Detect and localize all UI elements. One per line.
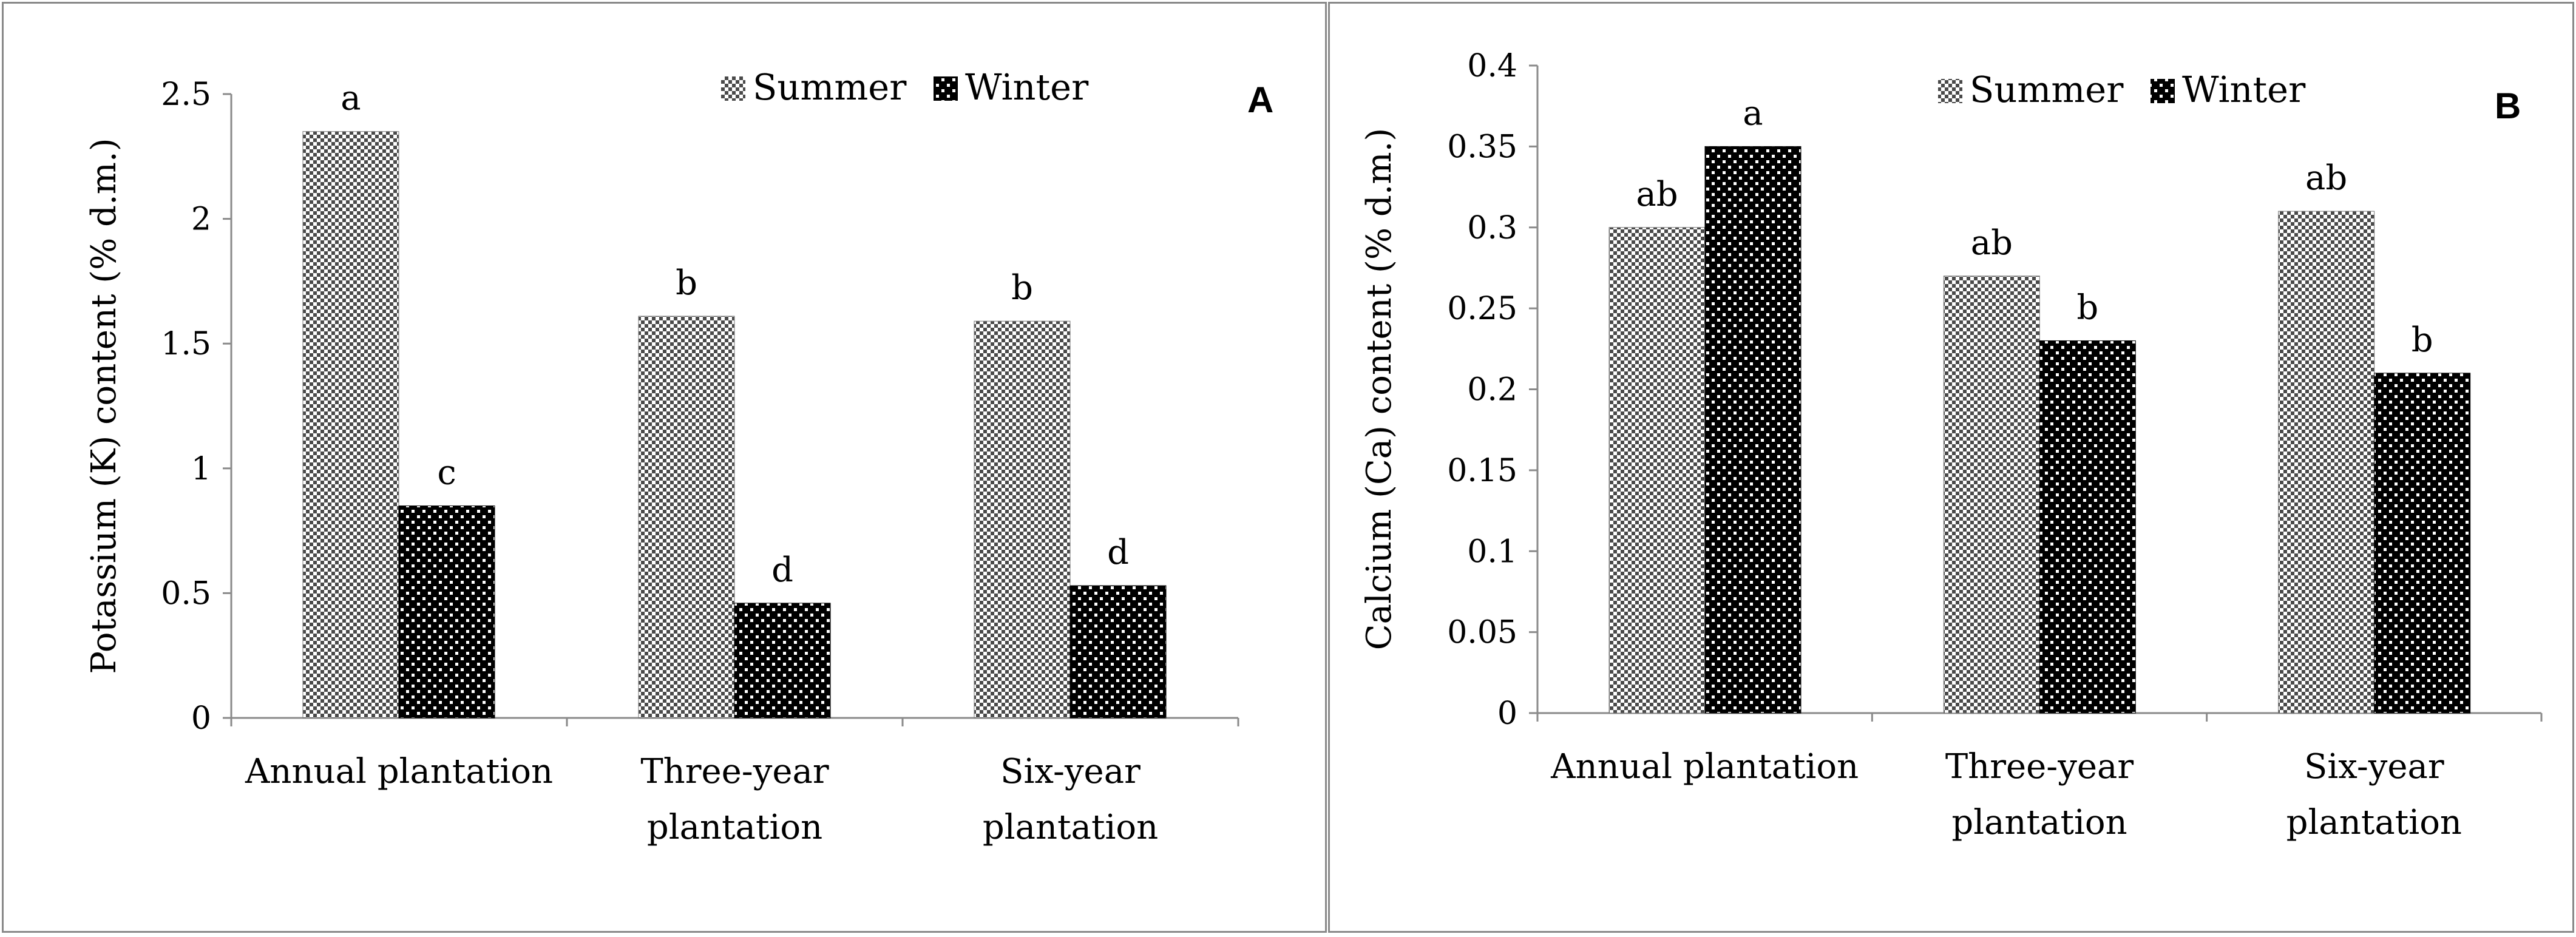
chart-a-x-tick-label: Annual plantation (245, 752, 553, 791)
chart-a-x-tick-label: Six-year (1000, 752, 1141, 791)
chart-b-significance-letter: ab (1971, 223, 2013, 263)
chart-a-panel-letter: A (1247, 79, 1273, 120)
chart-a-bar-winter (1069, 585, 1167, 719)
chart-a-y-tick-label: 1.5 (161, 326, 211, 362)
chart-a-bar-summer (974, 320, 1071, 719)
chart-b-x-tick-label: Six-year (2304, 747, 2444, 786)
chart-a-x-tick-label: Three-year (640, 752, 829, 791)
chart-b-bar-winter (1704, 146, 1802, 714)
chart-b-y-tick-label: 0.15 (1447, 453, 1517, 489)
chart-b-panel-letter: B (2495, 86, 2521, 126)
chart-a-x-tick-label: plantation (647, 808, 822, 847)
chart-b-bar-winter (2039, 340, 2136, 714)
chart-b-bar-winter (2374, 373, 2471, 714)
chart-a-significance-letter: d (1107, 533, 1129, 572)
chart-b-significance-letter: a (1743, 93, 1763, 133)
chart-b-y-tick-label: 0.1 (1467, 533, 1517, 570)
chart-a-significance-letter: a (341, 79, 361, 118)
chart-a-bar-summer (638, 316, 735, 719)
chart-a-y-tick-label: 2.5 (161, 76, 211, 113)
chart-a-bar-summer (302, 131, 399, 719)
chart-b-bar-summer (2278, 211, 2375, 714)
chart-b-significance-letter: ab (2305, 158, 2347, 198)
chart-a-y-tick-label: 0.5 (161, 575, 211, 612)
chart-b-y-tick-label: 0.25 (1447, 291, 1517, 327)
chart-b-y-axis-title: Calcium (Ca) content (% d.m.) (1360, 128, 1399, 651)
chart-b-bar-summer (1608, 227, 1706, 714)
chart-a-y-tick-label: 2 (191, 201, 211, 238)
chart-b-x-tick-label: plantation (2286, 803, 2462, 842)
chart-a-legend-label-summer: Summer (753, 66, 907, 108)
chart-a-y-tick-label: 1 (191, 451, 211, 487)
chart-b-y-tick-label: 0.05 (1447, 615, 1517, 651)
chart-b-y-tick-label: 0.3 (1467, 210, 1517, 246)
chart-a-y-tick-label: 0 (191, 700, 211, 737)
chart-b-legend-label-winter: Winter (2182, 69, 2306, 110)
chart-b-y-tick-label: 0 (1497, 695, 1517, 732)
chart-b-legend-swatch-winter (2151, 79, 2175, 103)
chart-b-significance-letter: b (2412, 320, 2433, 360)
chart-a-significance-letter: c (437, 453, 456, 492)
chart-a-y-axis-title: Potassium (K) content (% d.m.) (84, 138, 124, 674)
chart-b-y-tick-label: 0.4 (1467, 48, 1517, 84)
chart-b-legend-swatch-summer (1938, 79, 1962, 103)
chart-b-significance-letter: b (2076, 288, 2098, 327)
chart-a-x-tick-label: plantation (983, 808, 1158, 847)
chart-b-legend-label-summer: Summer (1970, 69, 2124, 110)
chart-b-x-tick-label: Annual plantation (1550, 747, 1859, 786)
chart-b-x-tick-label: Three-year (1945, 747, 2134, 786)
chart-b-significance-letter: ab (1636, 175, 1678, 214)
chart-a-significance-letter: b (676, 263, 697, 303)
chart-a-legend-swatch-summer (721, 76, 745, 101)
chart-b-y-tick-label: 0.35 (1447, 129, 1517, 165)
chart-b-y-tick-label: 0.2 (1467, 372, 1517, 408)
chart-b-x-tick-label: plantation (1951, 803, 2127, 842)
chart-a-bar-winter (398, 505, 495, 719)
chart-a-significance-letter: b (1011, 268, 1033, 308)
chart-b-bar-summer (1943, 276, 2040, 714)
chart-a-legend-swatch-winter (934, 76, 958, 101)
chart-a-significance-letter: d (771, 550, 793, 590)
chart-a-bar-winter (734, 603, 831, 719)
chart-a-legend-label-winter: Winter (965, 66, 1089, 108)
